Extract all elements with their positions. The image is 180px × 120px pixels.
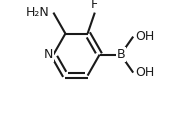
Text: B: B	[116, 48, 125, 61]
Text: OH: OH	[135, 66, 154, 79]
Text: N: N	[44, 48, 53, 61]
Text: H₂N: H₂N	[26, 6, 50, 19]
Text: OH: OH	[135, 30, 154, 43]
Text: F: F	[91, 0, 98, 11]
